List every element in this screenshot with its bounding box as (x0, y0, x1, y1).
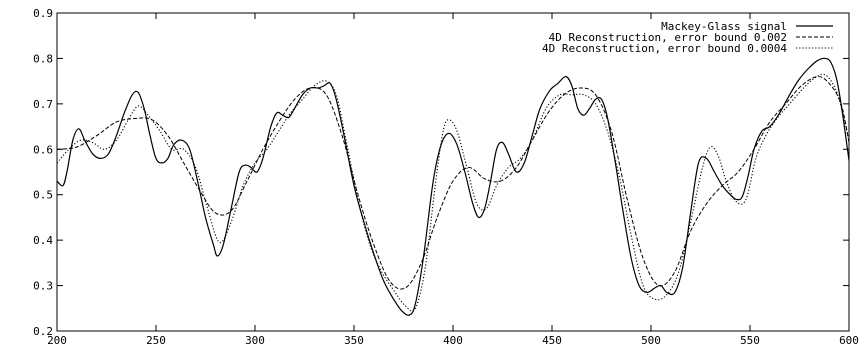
y-tick-label: 0.4 (33, 234, 53, 247)
x-tick-label: 250 (146, 334, 166, 347)
x-tick-label: 300 (245, 334, 265, 347)
x-tick-label: 500 (641, 334, 661, 347)
x-tick-label: 550 (740, 334, 760, 347)
axis-ticks (56, 12, 850, 332)
y-tick-label: 0.6 (33, 143, 53, 156)
y-tick-label: 0.8 (33, 52, 53, 65)
x-tick-labels: 200 250 300 350 400 450 500 550 600 (47, 334, 859, 347)
plot-frame (56, 12, 850, 332)
legend-label-2: 4D Reconstruction, error bound 0.002 (549, 31, 787, 44)
series-line-3 (56, 73, 850, 312)
series-lines (56, 57, 850, 316)
y-tick-labels: 0.2 0.3 0.4 0.5 0.6 0.7 0.8 0.9 (33, 7, 53, 338)
x-tick-label: 600 (839, 334, 859, 347)
x-tick-label: 350 (344, 334, 364, 347)
y-tick-label: 0.2 (33, 325, 53, 338)
y-tick-label: 0.7 (33, 98, 53, 111)
series-line-1 (56, 57, 850, 316)
x-tick-label: 200 (47, 334, 67, 347)
legend-label-1: Mackey-Glass signal (661, 20, 787, 33)
y-tick-label: 0.9 (33, 7, 53, 20)
y-tick-label: 0.5 (33, 189, 53, 202)
y-tick-label: 0.3 (33, 280, 53, 293)
legend-label-3: 4D Reconstruction, error bound 0.0004 (542, 42, 787, 55)
series-line-2 (56, 76, 850, 290)
x-tick-label: 450 (542, 334, 562, 347)
x-tick-label: 400 (443, 334, 463, 347)
